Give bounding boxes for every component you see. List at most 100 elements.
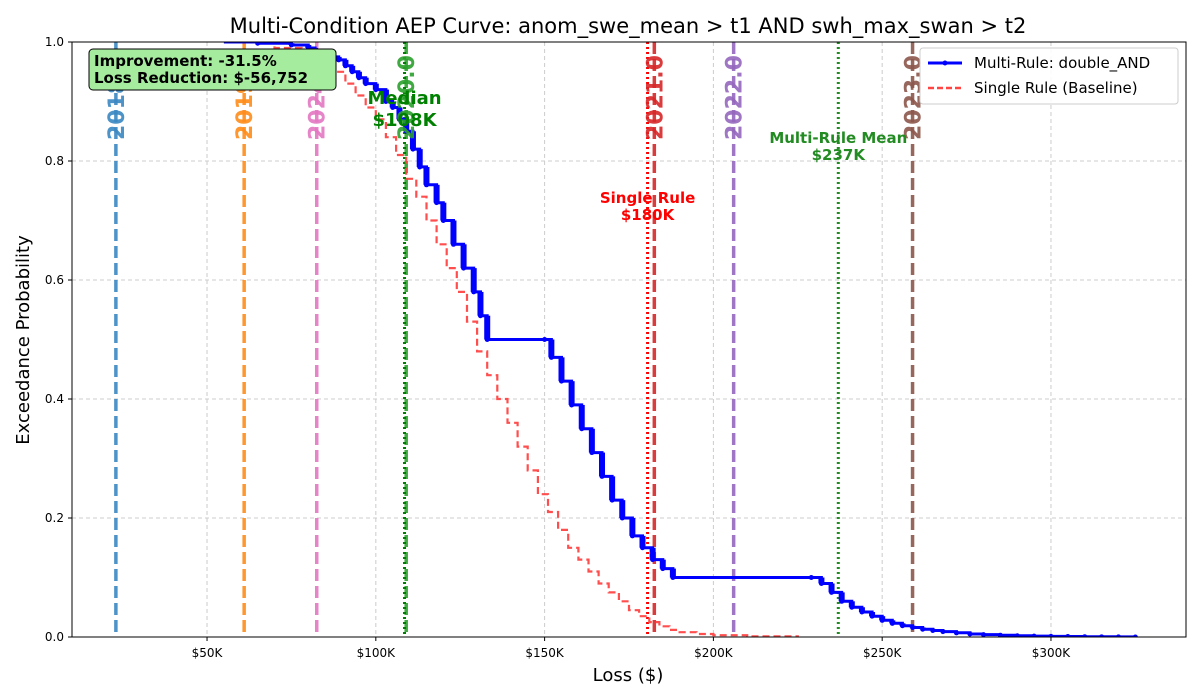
multi-rule-point [599, 473, 605, 479]
multi-rule-point [660, 566, 666, 572]
multi-rule-point [383, 99, 389, 104]
year-marker-label: 2020.0 [395, 55, 420, 140]
y-tick-label: 0.2 [45, 511, 64, 525]
multi-rule-point [434, 200, 440, 206]
multi-rule-point [889, 620, 895, 626]
y-tick-label: 0.8 [45, 154, 64, 168]
y-tick-label: 0.6 [45, 273, 64, 287]
annotation-box-bg [88, 48, 337, 91]
single-rule-line [223, 42, 799, 637]
multi-rule-point [670, 575, 676, 580]
multi-rule-point [629, 533, 635, 539]
multi-rule-point [579, 426, 585, 432]
year-markers [114, 42, 915, 637]
annotation-box: Improvement: -31.5% Loss Reduction: $-56… [88, 48, 337, 91]
multi-rule-point [1065, 634, 1071, 637]
x-tick-label: $100K [357, 646, 397, 660]
multi-rule-point [450, 241, 456, 247]
multi-rule-point [839, 598, 845, 604]
multi-rule-point [255, 42, 261, 46]
multi-rule-point [589, 450, 595, 456]
grid [72, 42, 1186, 637]
multi-rule-point [1082, 634, 1088, 637]
y-tick-label: 0.0 [45, 630, 64, 644]
multi-rule-point [542, 337, 548, 342]
x-tick-label: $200K [694, 646, 734, 660]
chart-title: Multi-Condition AEP Curve: anom_swe_mean… [230, 14, 1027, 39]
reference-label-title: Median [367, 88, 441, 109]
reference-label-value: $237K [812, 146, 867, 164]
multi-rule-point [953, 630, 959, 636]
multi-rule-point [417, 164, 423, 170]
multi-rule-point [396, 116, 402, 122]
multi-rule-point [558, 378, 564, 384]
multi-rule-point [336, 57, 342, 63]
multi-rule-point [440, 218, 446, 223]
multi-rule-point [619, 515, 625, 521]
reference-label-title: Single Rule [600, 189, 695, 207]
multi-rule-point [477, 313, 483, 319]
multi-rule-point [548, 354, 554, 360]
series [223, 42, 1138, 637]
x-tick-label: $50K [192, 646, 224, 660]
multi-rule-point [288, 42, 294, 48]
multi-rule-point [910, 624, 916, 630]
multi-rule-point [640, 545, 646, 551]
improvement-text: Improvement: -31.5% [94, 52, 277, 70]
multi-rule-point [650, 557, 656, 563]
multi-rule-point [403, 128, 409, 134]
multi-rule-point [980, 632, 986, 637]
multi-rule-point [410, 146, 416, 152]
reference-label-value: $180K [621, 206, 676, 224]
multi-rule-point [808, 575, 814, 580]
multi-rule-point [609, 497, 615, 503]
year-marker-label: 2022.0 [723, 55, 748, 140]
multi-rule-point [818, 580, 824, 586]
multi-rule-point [356, 75, 362, 81]
loss-reduction-text: Loss Reduction: $-56,752 [94, 69, 308, 87]
ticks: $50K $100K $150K $200K $250K $300K 0.0 0.2 0.4 0.… [45, 35, 1071, 660]
multi-rule-point [1132, 634, 1138, 637]
x-tick-label: $150K [525, 646, 565, 660]
multi-rule-point [899, 623, 905, 629]
multi-rule-point [1048, 633, 1054, 637]
multi-rule-point [423, 182, 429, 188]
multi-rule-point [1115, 634, 1121, 637]
multi-rule-point [869, 613, 875, 619]
multi-rule-point [997, 632, 1003, 637]
multi-rule-point [940, 629, 946, 635]
multi-rule-point [930, 627, 936, 633]
multi-rule-point [829, 589, 835, 595]
multi-rule-point [849, 604, 855, 610]
multi-rule-point [859, 609, 865, 615]
multi-rule-point [471, 289, 477, 295]
x-tick-label: $250K [863, 646, 903, 660]
legend-multi-rule-label: Multi-Rule: double_AND [974, 54, 1150, 73]
multi-rule-point [1031, 633, 1037, 637]
multi-rule-point [349, 69, 355, 75]
reference-lines [403, 42, 840, 637]
legend: Multi-Rule: double_AND Single Rule (Base… [919, 47, 1179, 105]
y-tick-label: 0.4 [45, 392, 64, 406]
multi-rule-point [920, 626, 926, 632]
multi-rule-point [879, 617, 885, 623]
multi-rule-point [461, 265, 467, 271]
multi-rule-point [484, 337, 490, 342]
year-marker-label: 2021.0 [643, 55, 668, 140]
multi-rule-point [363, 81, 369, 87]
multi-rule-point [967, 631, 973, 637]
multi-rule-point [342, 63, 348, 69]
y-tick-label: 1.0 [45, 35, 64, 49]
reference-label-title: Multi-Rule Mean [769, 129, 907, 147]
multi-rule-point [390, 104, 396, 110]
legend-box [919, 47, 1179, 105]
multi-rule-point [569, 402, 575, 408]
reference-label-value: $108K [372, 110, 437, 131]
y-axis-label: Exceedance Probability [13, 235, 34, 445]
legend-multi-rule-marker [942, 60, 948, 66]
x-tick-label: $300K [1032, 646, 1072, 660]
multi-rule-point [1014, 633, 1020, 637]
plot-background [72, 42, 1186, 637]
reference-labels: Median$108K Single Rule$180K Multi-Rule Me… [367, 88, 907, 224]
